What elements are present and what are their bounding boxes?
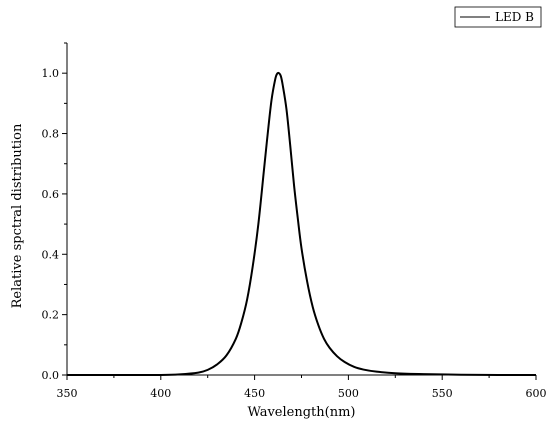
x-tick-label: 450 xyxy=(244,387,265,400)
x-tick-label: 350 xyxy=(57,387,78,400)
y-tick-label: 0.0 xyxy=(42,369,60,382)
series-layer xyxy=(67,71,537,377)
legend-label-led-b: LED B xyxy=(495,10,534,24)
y-tick-label: 0.6 xyxy=(42,188,60,201)
y-tick-label: 0.2 xyxy=(42,309,60,322)
x-ticks: 350 400 450 500 550 600 xyxy=(57,375,547,400)
y-axis-title: Relative spctral distribution xyxy=(10,123,25,308)
legend: LED B xyxy=(454,6,542,28)
axes xyxy=(66,43,536,376)
y-tick-label: 1.0 xyxy=(42,67,60,80)
x-tick-label: 550 xyxy=(432,387,453,400)
legend-box xyxy=(454,6,542,28)
y-tick-label: 0.4 xyxy=(42,248,60,261)
x-axis-title: Wavelength(nm) xyxy=(247,405,355,420)
series-line-led-b xyxy=(67,71,537,377)
x-tick-label: 400 xyxy=(150,387,171,400)
y-tick-label: 0.8 xyxy=(42,128,60,141)
y-ticks: 0.0 0.2 0.4 0.6 0.8 1.0 xyxy=(42,42,67,382)
x-tick-label: 500 xyxy=(338,387,359,400)
x-tick-label: 600 xyxy=(526,387,547,400)
